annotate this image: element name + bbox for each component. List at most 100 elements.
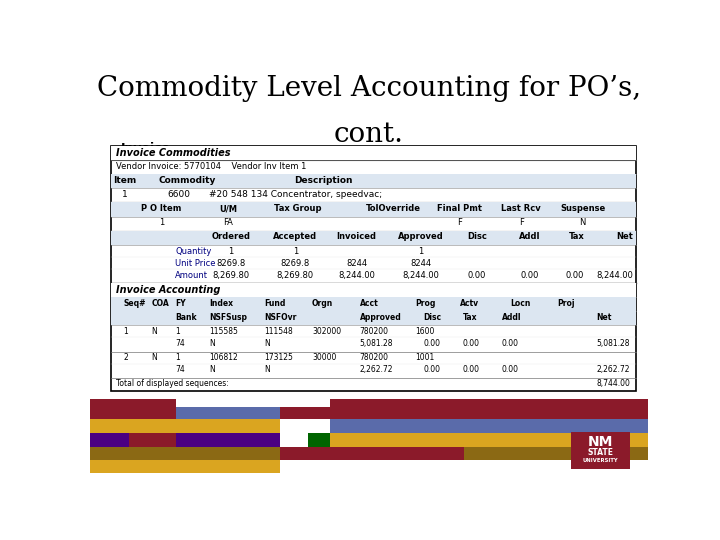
Text: Ordered: Ordered [212,232,251,241]
Text: 8,244.00: 8,244.00 [338,271,375,280]
Text: UNIVERSITY: UNIVERSITY [582,458,618,463]
Text: 8244: 8244 [410,259,431,267]
Text: Fund: Fund [265,299,286,308]
Text: N: N [151,327,157,336]
Text: FA: FA [223,218,233,227]
Text: 8244: 8244 [346,259,367,267]
Text: 106812: 106812 [209,353,238,362]
Bar [176,407,280,419]
Text: Acct: Acct [359,299,378,308]
Text: #20 548 134 Concentrator, speedvac;: #20 548 134 Concentrator, speedvac; [209,190,382,199]
Text: Invoice: Invoice [121,141,171,155]
Bar [90,460,280,473]
Text: 2,262.72: 2,262.72 [359,365,393,374]
Text: Net: Net [597,313,612,322]
Text: F: F [519,218,523,227]
Text: 8,269.80: 8,269.80 [276,271,314,280]
Bar [111,202,636,217]
Text: NM: NM [588,435,613,449]
Text: Final Pmt: Final Pmt [438,204,482,213]
Bar [111,231,636,245]
Text: Net: Net [616,232,633,241]
Text: N: N [209,339,215,348]
Text: N: N [209,365,215,374]
Text: 111548: 111548 [265,327,294,336]
Text: COA: COA [151,299,169,308]
Text: Index: Index [209,299,233,308]
Text: 1: 1 [124,327,128,336]
Text: 173125: 173125 [265,353,294,362]
Text: TolOverride: TolOverride [366,204,420,213]
Text: 0.00: 0.00 [502,365,519,374]
Text: N: N [151,353,157,362]
Text: Approved: Approved [398,232,444,241]
Text: Amount: Amount [176,271,208,280]
Text: Addl: Addl [502,313,521,322]
Text: Actv: Actv [460,299,479,308]
Bar [111,283,636,297]
Text: Accepted: Accepted [274,232,318,241]
Text: Commodity: Commodity [158,176,216,185]
Text: 1: 1 [176,353,180,362]
Text: Orgn: Orgn [312,299,333,308]
Text: STATE: STATE [588,448,613,457]
Text: 780200: 780200 [359,327,389,336]
Bar [129,433,176,447]
Text: 2,262.72: 2,262.72 [597,365,630,374]
Text: Prog: Prog [415,299,436,308]
Bar [464,447,648,460]
Text: cont.: cont. [334,121,404,148]
Text: 8,244.00: 8,244.00 [596,271,633,280]
Text: 5,081.28: 5,081.28 [359,339,393,348]
Text: Invoice Commodities: Invoice Commodities [116,147,230,158]
Bar [90,419,280,433]
Text: 6600: 6600 [167,190,190,199]
Text: N: N [265,339,271,348]
Text: Unit Price: Unit Price [176,259,216,267]
Text: Quantity: Quantity [176,246,212,255]
Text: F: F [457,218,462,227]
Bar [90,447,280,460]
Text: 1: 1 [122,190,128,199]
Text: Disc: Disc [467,232,487,241]
Text: 0.00: 0.00 [463,339,480,348]
Text: NSFSusp: NSFSusp [209,313,247,322]
Text: 1: 1 [293,246,298,255]
Text: Description: Description [294,176,353,185]
Bar [176,447,280,460]
Text: FY: FY [176,299,186,308]
Text: 302000: 302000 [312,327,341,336]
Text: 1: 1 [418,246,423,255]
Text: 1001: 1001 [415,353,435,362]
Text: 8269.8: 8269.8 [281,259,310,267]
Text: 1600: 1600 [415,327,435,336]
Text: Locn: Locn [510,299,531,308]
Text: 30000: 30000 [312,353,336,362]
Text: Addl: Addl [519,232,541,241]
Text: Bank: Bank [176,313,197,322]
Text: Commodity Level Accounting for PO’s,: Commodity Level Accounting for PO’s, [97,75,641,102]
Bar [330,399,648,419]
Text: 0.00: 0.00 [521,271,539,280]
Text: Vendor Invoice: 5770104    Vendor Inv Item 1: Vendor Invoice: 5770104 Vendor Inv Item … [116,161,306,171]
Text: N: N [265,365,271,374]
Text: 8,269.80: 8,269.80 [212,271,250,280]
Bar [307,433,333,447]
Text: 8,244.00: 8,244.00 [402,271,439,280]
Text: 780200: 780200 [359,353,389,362]
Text: Proj: Proj [557,299,575,308]
Text: Disc: Disc [423,313,442,322]
Text: 0.00: 0.00 [565,271,583,280]
Text: Suspense: Suspense [560,204,606,213]
Text: 1: 1 [159,218,164,227]
Bar [111,146,636,160]
Text: 74: 74 [176,365,185,374]
Text: 0.00: 0.00 [423,365,441,374]
Text: N: N [580,218,586,227]
Bar [90,399,176,419]
Text: Tax: Tax [463,313,477,322]
Text: NSFOvr: NSFOvr [265,313,297,322]
Text: 8,744.00: 8,744.00 [597,380,631,388]
Text: Item: Item [114,176,137,185]
Bar [280,407,330,419]
